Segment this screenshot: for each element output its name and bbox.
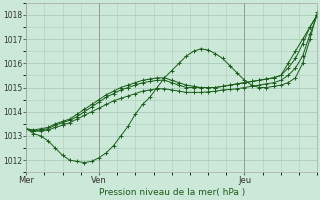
X-axis label: Pression niveau de la mer( hPa ): Pression niveau de la mer( hPa ) [99, 188, 245, 197]
